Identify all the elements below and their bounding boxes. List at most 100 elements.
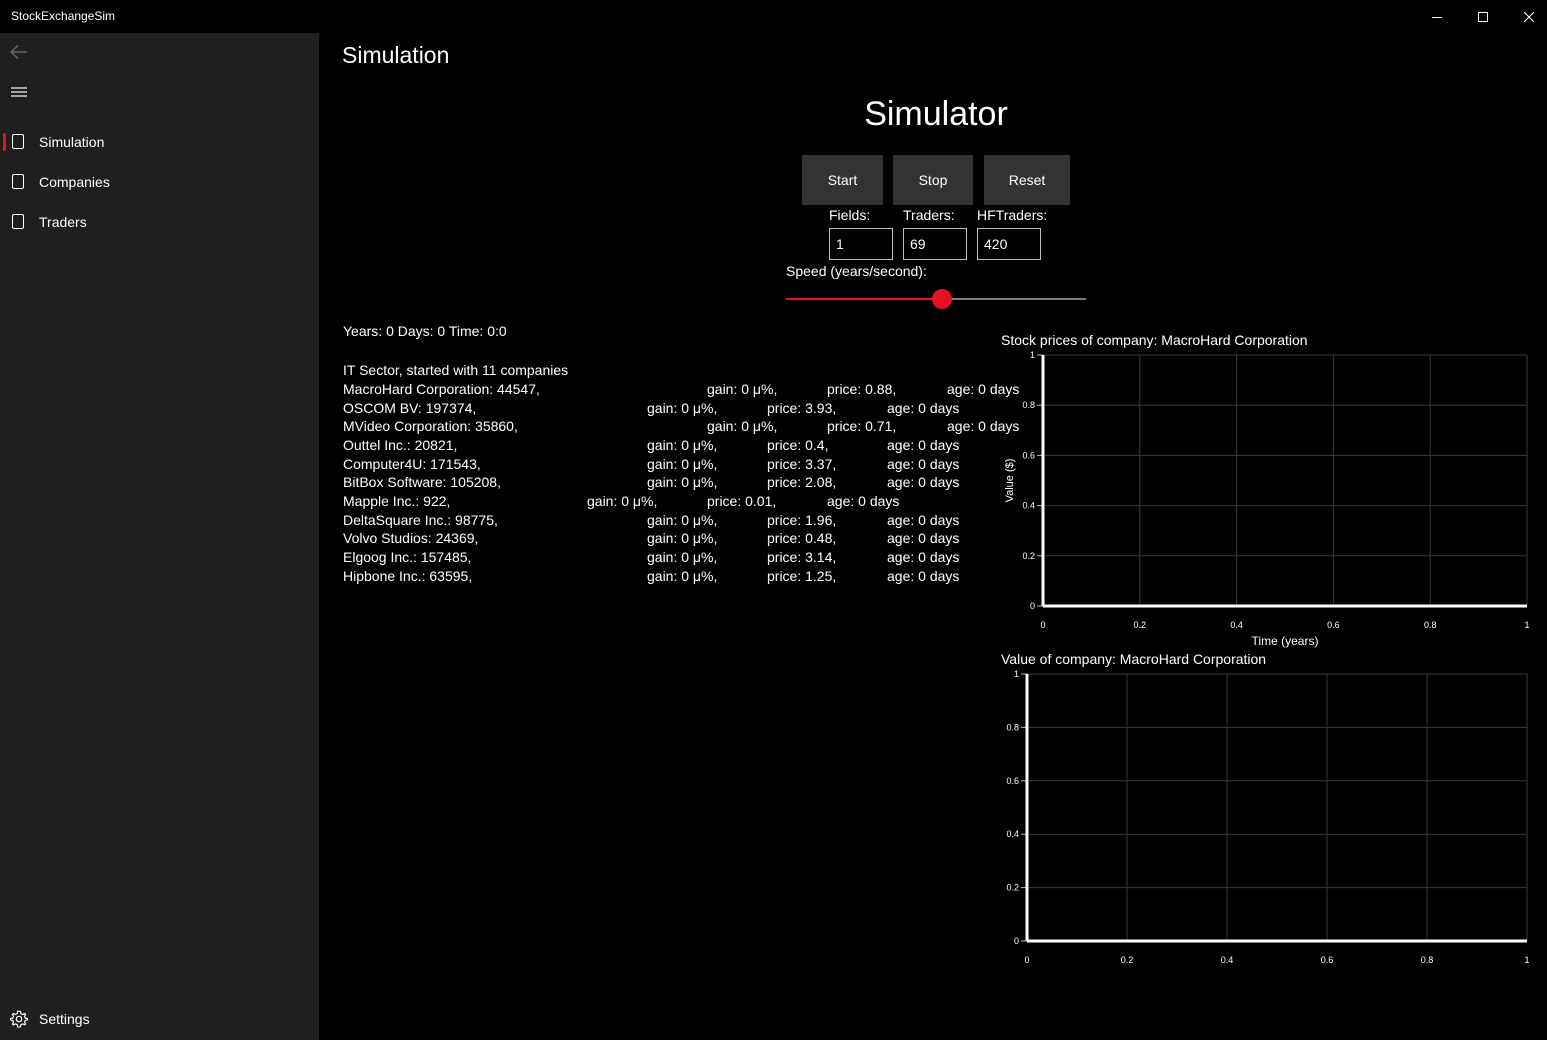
- app-title: StockExchangeSim: [11, 9, 116, 23]
- close-icon: [1524, 11, 1534, 22]
- company-name: Mapple Inc.: 922,: [343, 492, 451, 509]
- fields-input[interactable]: 1: [829, 228, 893, 260]
- company-price: price: 1.96,: [767, 511, 837, 528]
- fields-label: Fields:: [829, 207, 871, 223]
- y-tick-label: 0.4: [1022, 501, 1035, 511]
- selection-indicator: [3, 133, 6, 151]
- company-price: price: 0.01,: [707, 492, 777, 509]
- company-name: Volvo Studios: 24369,: [343, 530, 479, 547]
- x-tick-label: 0.2: [1134, 620, 1147, 630]
- close-button[interactable]: [1506, 0, 1547, 33]
- company-price: price: 2.08,: [767, 474, 837, 491]
- x-axis-label: Time (years): [1252, 634, 1319, 648]
- back-button[interactable]: [6, 39, 32, 65]
- company-gain: gain: 0 μ%,: [647, 436, 718, 453]
- company-value-chart-title: Value of company: MacroHard Corporation: [1001, 651, 1267, 667]
- start-button[interactable]: Start: [802, 155, 883, 205]
- speed-label: Speed (years/second):: [786, 263, 927, 279]
- company-age: age: 0 days: [887, 474, 960, 491]
- nav-item-label: Companies: [39, 174, 110, 190]
- nav-item-companies[interactable]: Companies: [0, 162, 319, 202]
- company-name: Outtel Inc.: 20821,: [343, 436, 458, 453]
- company-name: Computer4U: 171543,: [343, 455, 481, 472]
- company-gain: gain: 0 μ%,: [647, 511, 718, 528]
- stock-price-chart: 0 0.2 0.4 0.6 0.8 1 0 0.2 0.4 0.6 0.8 1 Time (years)…: [1004, 350, 1530, 648]
- x-tick-label: 0.6: [1321, 955, 1334, 965]
- company-gain: gain: 0 μ%,: [647, 474, 718, 491]
- y-tick-label: 0.4: [1006, 829, 1019, 839]
- traders-label: Traders:: [903, 207, 955, 223]
- page-icon: [12, 134, 24, 149]
- company-age: age: 0 days: [947, 381, 1020, 397]
- company-name: DeltaSquare Inc.: 98775,: [343, 511, 498, 528]
- sector-summary: IT Sector, started with 11 companies: [343, 362, 569, 378]
- company-age: age: 0 days: [947, 418, 1020, 435]
- company-price: price: 3.37,: [767, 455, 837, 472]
- y-tick-label: 0.6: [1006, 776, 1019, 786]
- y-tick-label: 0: [1014, 936, 1019, 946]
- simulation-time: Years: 0 Days: 0 Time: 0:0: [343, 323, 507, 339]
- settings-label: Settings: [39, 1011, 90, 1027]
- title-bar: StockExchangeSim: [0, 0, 1547, 33]
- back-arrow-icon: [10, 45, 27, 59]
- slider-thumb[interactable]: [932, 289, 952, 309]
- company-gain: gain: 0 μ%,: [647, 530, 718, 547]
- y-tick-label: 0: [1030, 601, 1035, 611]
- x-tick-label: 0.8: [1424, 620, 1437, 630]
- company-price: price: 0.48,: [767, 530, 837, 547]
- nav-item-simulation[interactable]: Simulation: [0, 122, 319, 162]
- reset-button[interactable]: Reset: [984, 155, 1070, 205]
- y-tick-label: 0.2: [1022, 551, 1035, 561]
- hftraders-input[interactable]: 420: [977, 228, 1041, 260]
- minimize-icon: [1432, 16, 1442, 18]
- company-age: age: 0 days: [887, 436, 960, 453]
- page-icon: [12, 214, 24, 229]
- stock-price-chart-title: Stock prices of company: MacroHard Corpo…: [1001, 332, 1308, 348]
- company-age: age: 0 days: [887, 511, 960, 528]
- company-gain: gain: 0 μ%,: [647, 567, 718, 584]
- company-gain: gain: 0 μ%,: [587, 492, 658, 509]
- company-age: age: 0 days: [887, 455, 960, 472]
- maximize-button[interactable]: [1460, 0, 1506, 33]
- company-gain: gain: 0 μ%,: [647, 455, 718, 472]
- simulator-heading: Simulator: [864, 95, 1008, 133]
- speed-slider[interactable]: [786, 289, 1086, 309]
- stop-button[interactable]: Stop: [893, 155, 973, 205]
- navigation-pane: Simulation Companies Traders Settings: [0, 33, 319, 1040]
- company-name: MVideo Corporation: 35860,: [343, 418, 518, 435]
- company-price: price: 1.25,: [767, 567, 837, 584]
- company-value-chart: 0 0.2 0.4 0.6 0.8 1 0 0.2 0.4 0.6 0.8 1: [1006, 669, 1529, 965]
- company-gain: gain: 0 μ%,: [707, 381, 778, 397]
- nav-item-traders[interactable]: Traders: [0, 202, 319, 242]
- x-tick-label: 0.4: [1221, 955, 1234, 965]
- y-tick-label: 0.8: [1006, 722, 1019, 732]
- y-axis-label: Value ($): [1004, 459, 1016, 503]
- hftraders-label: HFTraders:: [977, 207, 1048, 223]
- company-name: BitBox Software: 105208,: [343, 474, 501, 491]
- company-price: price: 3.93,: [767, 399, 837, 416]
- x-tick-label: 1: [1524, 955, 1529, 965]
- company-price: price: 3.14,: [767, 548, 837, 565]
- company-gain: gain: 0 μ%,: [647, 399, 718, 416]
- company-price: price: 0.4,: [767, 436, 829, 453]
- hamburger-icon: [11, 87, 27, 97]
- company-age: age: 0 days: [887, 399, 960, 416]
- y-tick-label: 1: [1014, 669, 1019, 679]
- company-name: Hipbone Inc.: 63595,: [343, 567, 473, 584]
- company-gain: gain: 0 μ%,: [647, 548, 718, 565]
- gear-icon: [10, 1010, 28, 1028]
- nav-item-settings[interactable]: Settings: [0, 999, 319, 1039]
- y-tick-label: 0.2: [1006, 883, 1019, 893]
- page-title: Simulation: [342, 42, 450, 68]
- x-tick-label: 0.2: [1121, 955, 1134, 965]
- page-icon: [12, 174, 24, 189]
- traders-input[interactable]: 69: [903, 228, 967, 260]
- company-age: age: 0 days: [887, 567, 960, 584]
- company-price: price: 0.88,: [827, 381, 897, 397]
- y-tick-label: 1: [1030, 350, 1035, 360]
- slider-fill: [786, 298, 942, 300]
- menu-button[interactable]: [6, 79, 32, 105]
- minimize-button[interactable]: [1414, 0, 1460, 33]
- x-tick-label: 0.6: [1327, 620, 1340, 630]
- nav-item-label: Simulation: [39, 134, 105, 150]
